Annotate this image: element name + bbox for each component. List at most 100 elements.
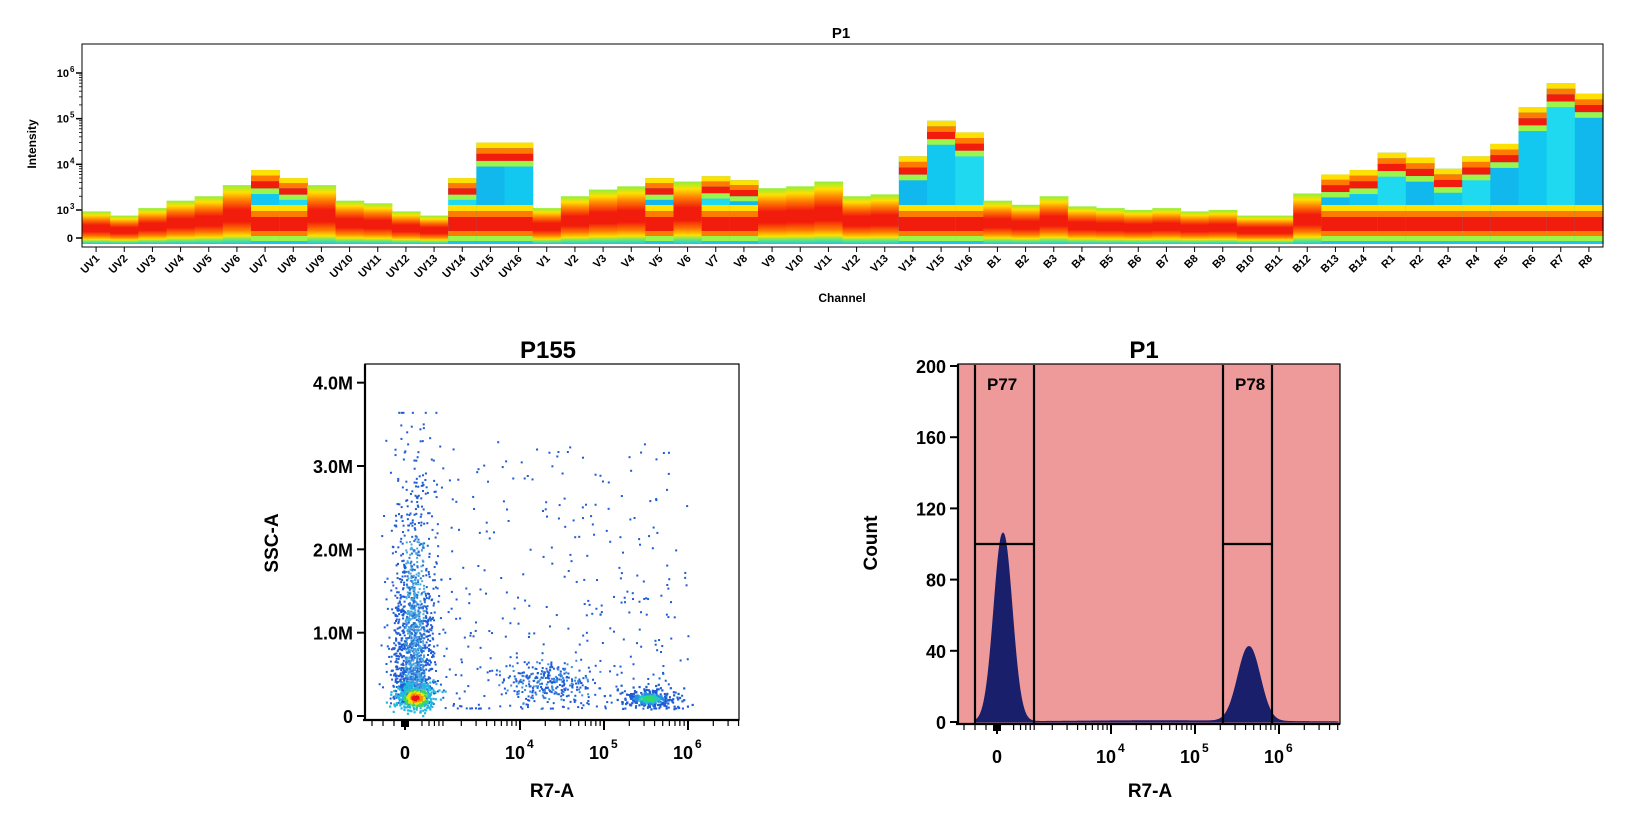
spectrum-band — [701, 236, 731, 241]
spectrum-band — [1462, 241, 1491, 244]
scatter-point — [590, 515, 593, 518]
scatter-point — [500, 693, 503, 696]
scatter-point — [566, 451, 569, 454]
scatter-point — [396, 632, 399, 635]
scatter-point — [407, 705, 410, 708]
scatter-point — [413, 523, 416, 526]
spectrum-band — [1546, 236, 1576, 241]
scatter-point — [418, 623, 421, 626]
scatter-point — [584, 674, 587, 677]
scatter-point — [652, 694, 655, 697]
scatter-point — [634, 701, 637, 704]
gate-p78[interactable]: P78 — [1221, 365, 1274, 723]
tick-label: 160 — [916, 428, 946, 448]
x-tick: 10 6 — [1264, 724, 1293, 767]
scatter-point — [407, 617, 410, 620]
scatter-point — [416, 656, 419, 659]
scatter-point — [396, 591, 399, 594]
scatter-point — [530, 696, 533, 699]
scatter-point — [411, 521, 414, 524]
scatter-point — [479, 588, 482, 591]
scatter-point — [663, 695, 667, 698]
scatter-point — [411, 608, 414, 611]
scatter-point — [416, 560, 419, 563]
scatter-point — [401, 675, 404, 678]
scatter-point — [622, 707, 625, 711]
scatter-point — [442, 696, 445, 699]
scatter-point — [422, 697, 425, 700]
y-tick: 3.0M — [313, 457, 365, 477]
scatter-point — [395, 668, 398, 671]
tick-exponent: 6 — [70, 65, 75, 74]
spectrum-column — [476, 142, 506, 244]
spectrum-band — [251, 236, 280, 241]
scatter-point — [412, 644, 415, 647]
y-tick: 80 — [926, 571, 958, 591]
scatter-point — [416, 636, 419, 639]
scatter-point — [488, 707, 491, 710]
scatter-point — [402, 609, 405, 612]
spectrum-band — [1434, 187, 1463, 193]
scatter-point — [679, 659, 682, 662]
spectrum-x-tick: R2 — [1408, 247, 1426, 271]
scatter-point — [407, 561, 410, 564]
scatter-point — [394, 629, 397, 632]
scatter-point — [403, 683, 406, 686]
spectrum-x-tick: UV16 — [497, 247, 525, 281]
scatter-point — [667, 702, 670, 705]
scatter-point — [568, 684, 571, 687]
scatter-point — [518, 680, 521, 683]
scatter-point — [414, 605, 417, 608]
scatter-point — [401, 575, 404, 578]
scatter-point — [645, 597, 648, 600]
spectrum-x-tick: V2 — [563, 247, 581, 271]
spectrum-band — [476, 148, 506, 154]
scatter-point — [502, 679, 505, 682]
scatter-point — [410, 647, 413, 650]
tick-label: UV13 — [412, 253, 440, 281]
scatter-point — [431, 656, 434, 659]
scatter-point — [408, 593, 411, 596]
scatter-point — [409, 668, 412, 671]
scatter-point — [427, 644, 430, 647]
scatter-point — [413, 467, 416, 470]
scatter-point — [421, 637, 424, 640]
spectrum-band — [504, 205, 534, 211]
scatter-point — [666, 583, 669, 586]
spectrum-column — [758, 188, 787, 244]
scatter-point — [386, 607, 389, 610]
scatter-point — [414, 538, 417, 541]
scatter-point — [429, 708, 432, 711]
scatter-point — [561, 705, 564, 708]
scatter-point — [399, 694, 403, 697]
tick-label: V3 — [591, 253, 609, 271]
x-tick: 10 4 — [505, 720, 534, 763]
scatter-point — [401, 560, 404, 563]
scatter-point — [418, 669, 421, 672]
scatter-point — [483, 464, 486, 467]
scatter-point — [430, 652, 433, 655]
scatter-point — [416, 641, 419, 644]
spectrum-band — [955, 150, 984, 157]
scatter-point — [606, 701, 609, 704]
scatter-point — [609, 627, 612, 630]
scatter-point — [414, 675, 417, 678]
scatter-point — [395, 606, 398, 609]
scatter-point — [399, 674, 402, 677]
scatter-point — [418, 554, 421, 557]
scatter-point — [522, 675, 525, 678]
spectrum-x-tick: UV11 — [356, 247, 384, 280]
spectrum-x-tick: B4 — [1070, 247, 1089, 271]
tick-label: V14 — [897, 252, 920, 275]
scatter-point — [425, 607, 428, 610]
scatter-point — [402, 655, 405, 658]
scatter-point — [556, 679, 559, 682]
histogram-y-label: Count — [861, 515, 882, 571]
scatter-point — [424, 678, 427, 681]
scatter-point — [561, 472, 564, 475]
scatter-point — [425, 700, 429, 703]
gate-p77[interactable]: P77 — [973, 365, 1036, 723]
scatter-point — [409, 665, 412, 668]
scatter-point — [562, 684, 565, 687]
scatter-point — [419, 428, 422, 431]
